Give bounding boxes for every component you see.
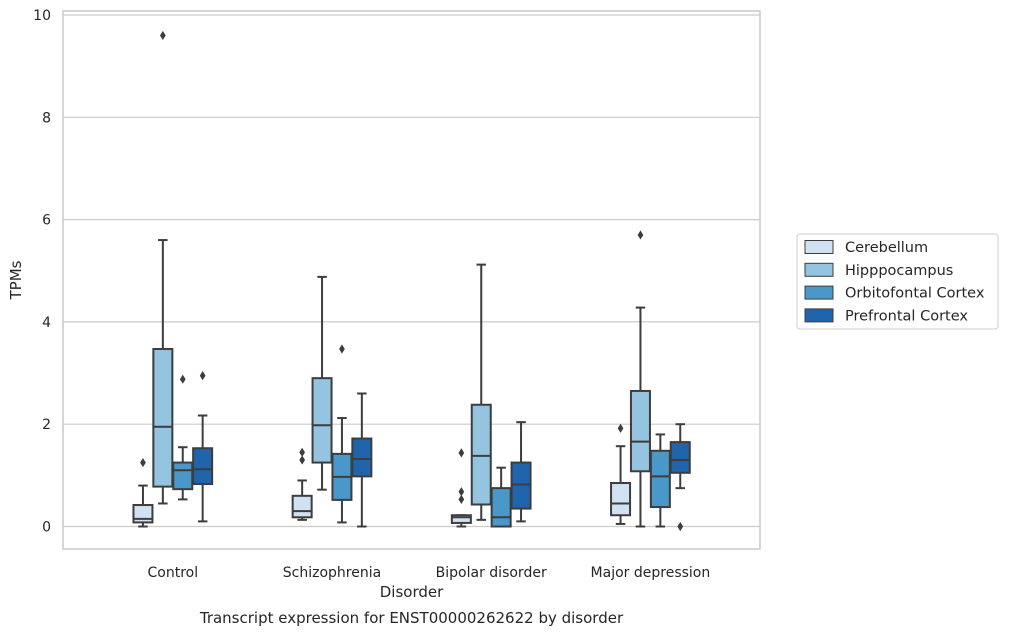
y-tick-labels: 0 2 4 6 8 10 [33,8,51,536]
y-tick-label: 8 [42,110,51,126]
legend-swatch [804,262,834,277]
box-2-0 [172,374,194,501]
box-2-1 [331,344,353,524]
box-body [192,447,214,486]
legend-swatch [804,240,834,254]
box-body [510,461,532,510]
box-3-3 [669,423,691,532]
legend-label: Hipppocampus [845,263,953,279]
box-body [610,482,632,517]
outlier-point [458,487,465,497]
legend: Cerebellum Hipppocampus Orbitofontal Corte… [796,233,999,330]
legend-item: Orbitofontal Cortex [804,285,985,302]
outlier-point [179,374,186,384]
box-groups [132,30,691,532]
outlier-point [617,423,624,433]
box-3-2 [510,421,532,523]
x-axis-label: Disorder [380,583,444,601]
box-3-0 [192,371,214,523]
box-1-3 [629,230,651,528]
x-tick-label: Major depression [591,565,711,581]
box-0-0 [132,457,154,528]
x-tick-labels: Control Schizophrenia Bipolar disorder Majo… [147,565,710,581]
box-0-2 [450,448,472,528]
y-tick-label: 2 [42,417,51,433]
box-body [669,441,691,474]
box-body [152,348,174,488]
legend-item: Cerebellum [804,240,928,256]
y-tick-label: 0 [42,520,51,536]
box-body [311,377,333,464]
box-1-2 [470,263,492,521]
outlier-point [159,30,166,41]
outlier-point [199,371,206,381]
box-0-3 [610,423,632,525]
legend-frame [796,233,999,330]
legend-swatch [804,308,834,323]
y-tick-label: 6 [42,213,51,229]
box-1-1 [311,275,333,491]
outlier-point [140,457,146,468]
plot-frame [62,10,761,550]
box-body [291,494,313,519]
outlier-point [299,455,306,465]
y-axis-label: TPMs [7,260,25,300]
outlier-point [637,230,644,240]
legend-item: Prefrontal Cortex [804,308,968,324]
outlier-point [677,521,684,532]
box-0-1 [291,447,313,521]
box-1-0 [152,30,174,505]
outlier-point [458,448,465,458]
legend-label: Prefrontal Cortex [845,308,968,324]
y-tick-label: 10 [33,8,51,24]
y-tick-label: 4 [42,315,51,331]
box-3-1 [351,392,373,528]
box-2-3 [649,433,671,528]
box-2-2 [490,466,512,528]
box-body [450,514,472,524]
x-tick-label: Control [147,565,198,581]
chart-title: Transcript expression for ENST0000026262… [199,609,624,627]
box-body [351,437,373,478]
outlier-point [458,494,465,504]
box-body [629,389,651,473]
x-tick-label: Bipolar disorder [436,565,547,581]
outlier-point [299,447,306,457]
x-tick-label: Schizophrenia [283,565,381,581]
legend-label: Cerebellum [845,240,928,256]
legend-swatch [804,285,834,300]
box-body [172,461,194,491]
box-body [649,449,671,509]
outlier-point [339,344,345,354]
box-body [470,403,492,506]
legend-label: Orbitofontal Cortex [845,286,985,302]
legend-item: Hipppocampus [804,262,953,279]
box-body [490,487,512,528]
